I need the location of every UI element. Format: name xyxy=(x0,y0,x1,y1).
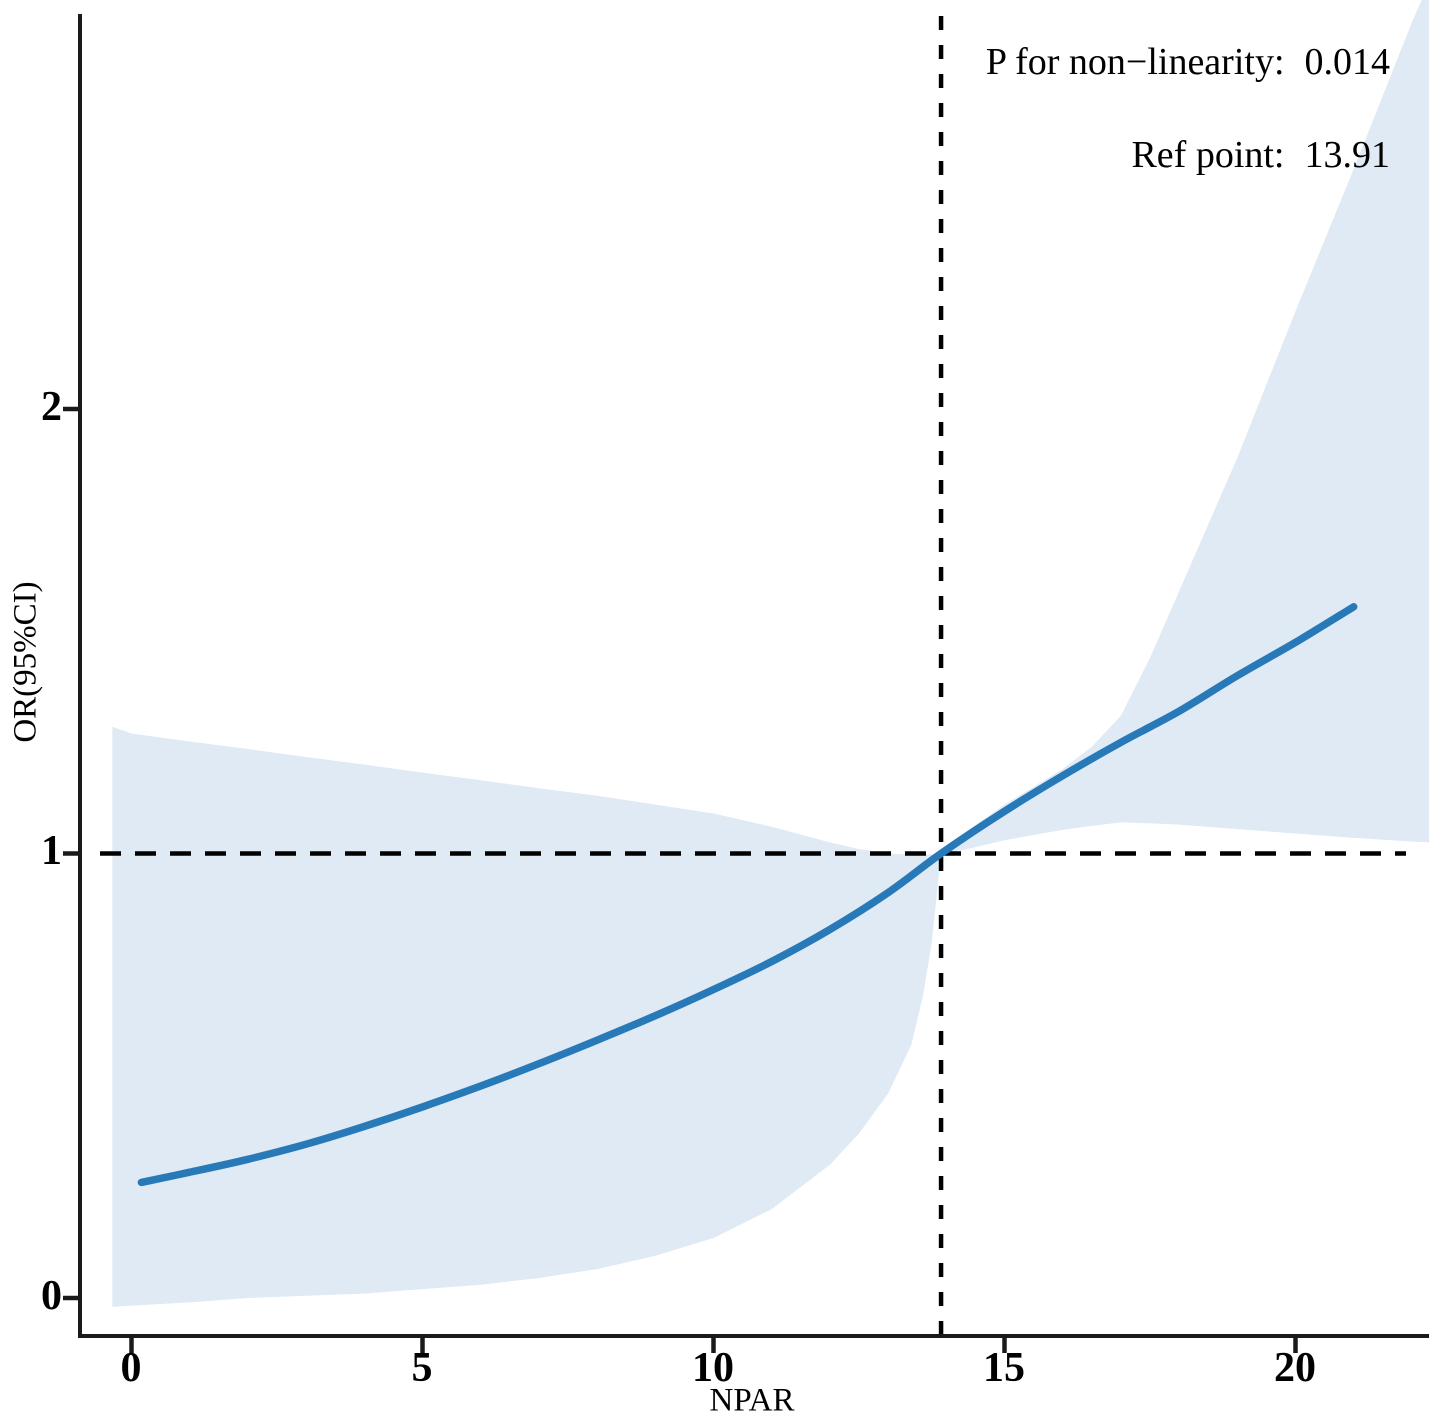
x-axis-ticks xyxy=(129,1336,1298,1353)
x-tick-label-0: 0 xyxy=(120,1345,142,1391)
or-spline-curve xyxy=(137,603,1358,1187)
x-axis-title: NPAR xyxy=(709,1382,795,1419)
p-nonlinearity-annotation: P for non−linearity: 0.014 xyxy=(986,40,1390,84)
x-tick-label-5: 5 xyxy=(411,1345,433,1391)
y-axis-title: OR(95%CI) xyxy=(7,581,44,743)
ref-point-value: 13.91 xyxy=(1304,134,1391,176)
x-tick-label-20: 20 xyxy=(1274,1345,1316,1391)
ref-point-annotation: Ref point: 13.91 xyxy=(1131,133,1390,177)
y-tick-label-2: 2 xyxy=(41,384,62,431)
x-tick-label-15: 15 xyxy=(983,1345,1025,1391)
p-nonlinearity-label: P for non−linearity: xyxy=(985,41,1285,83)
y-tick-label-1: 1 xyxy=(41,828,62,875)
y-axis-ticks xyxy=(63,406,80,1301)
p-nonlinearity-value: 0.014 xyxy=(1304,41,1391,83)
x-tick-label-10: 10 xyxy=(692,1345,734,1391)
confidence-band xyxy=(112,0,1429,1307)
ref-point-label: Ref point: xyxy=(1131,134,1285,176)
y-tick-label-0: 0 xyxy=(41,1273,62,1320)
